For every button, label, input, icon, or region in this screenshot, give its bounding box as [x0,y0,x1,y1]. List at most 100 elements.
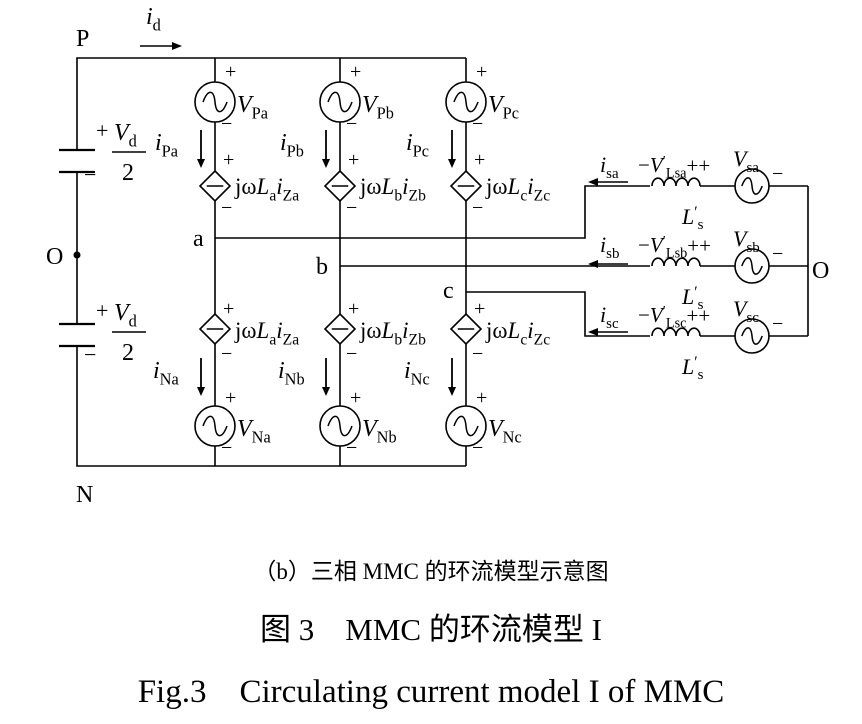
dc-current-arrow [140,42,182,50]
lower-arm-current-arrow [448,358,456,396]
dependent-source-icon [198,169,232,203]
upper-arm-voltage-label: VPc [488,92,519,123]
source-minus: − [346,113,357,135]
capacitor-plus: + [96,298,108,323]
upper-arm-current-label: iPa [155,130,179,161]
source-minus: − [221,113,232,135]
inductor-label: L′s [681,204,704,233]
source-plus: + [476,387,487,409]
grid-voltage-label: Vsb [733,226,760,256]
inductor-label: L′s [681,284,704,313]
dependent-source-icon [323,312,357,346]
dependent-source-label: jωLbiZb [359,318,426,349]
capacitor-voltage: Vd [114,120,137,151]
capacitor-denominator: 2 [122,340,134,366]
inductor-label: L′s [681,354,704,383]
ac-inductor-icon [651,327,701,337]
lower-arm-voltage-label: VNa [237,416,271,447]
source-minus: − [472,437,483,459]
dependent-source-label: jωLaiZa [234,174,299,205]
lower-arm-current-label: iNc [404,358,430,389]
upper-arm-current-arrow [322,130,330,168]
figure-caption-english: Fig.3 Circulating current model I of MMC [137,674,725,710]
dependent-source-icon [198,312,232,346]
dependent-source-icon [449,312,483,346]
source-minus: − [472,113,483,135]
node-label-c: c [443,278,454,304]
source-minus: − [346,437,357,459]
inductor-voltage-label: −V′Lsb++ [638,233,711,261]
upper-arm-current-arrow [197,130,205,168]
source-plus: + [476,61,487,83]
dependent-plus: + [223,149,234,171]
lower-arm-source-icon [194,405,236,447]
capacitor-denominator: 2 [122,160,134,186]
node-label-n: N [76,482,93,508]
dependent-minus: − [346,343,357,365]
node-label-o-left: O [46,244,63,270]
dependent-minus: − [346,197,357,219]
ac-current-label: isc [600,302,619,332]
dependent-minus: − [221,343,232,365]
upper-arm-voltage-label: VPb [362,92,394,123]
dependent-plus: + [348,298,359,320]
dependent-source-label: jωLaiZa [234,318,299,349]
capacitor-voltage: Vd [114,300,137,331]
dc-bus-positive [76,57,466,150]
dependent-plus: + [348,149,359,171]
ac-current-arrow [588,328,628,336]
source-minus: − [221,437,232,459]
grid-voltage-label: Vsa [733,146,759,176]
dc-current-label: id [146,4,161,35]
upper-arm-source-icon [319,81,361,123]
source-plus: + [350,61,361,83]
upper-arm-voltage-label: VPa [237,92,269,123]
grid-minus: − [772,313,783,335]
grid-minus: − [772,163,783,185]
capacitor-minus: − [84,342,96,367]
node-label-o-right: O [812,258,829,284]
source-plus: + [225,387,236,409]
dependent-minus: − [221,197,232,219]
subfigure-caption: （b）三相 MMC 的环流模型示意图 [253,559,609,584]
upper-arm-current-label: iPb [280,130,304,161]
source-plus: + [350,387,361,409]
lower-arm-source-icon [445,405,487,447]
upper-arm-source-icon [194,81,236,123]
capacitor-plus: + [96,118,108,143]
dependent-source-icon [449,169,483,203]
capacitor-minus: − [84,162,96,187]
ac-current-arrow [588,178,628,186]
lower-arm-current-label: iNb [278,358,305,389]
upper-arm-current-label: iPc [406,130,429,161]
grid-voltage-label: Vsc [733,296,759,326]
lower-arm-voltage-label: VNc [488,416,522,447]
upper-arm-source-icon [445,81,487,123]
lower-arm-current-arrow [197,358,205,396]
node-label-b: b [316,254,328,280]
phase-a-wire [215,185,600,239]
dependent-plus: + [474,298,485,320]
ac-current-label: isa [600,152,619,182]
grid-minus: − [772,243,783,265]
ac-inductor-icon [651,177,701,187]
ac-current-arrow [588,260,628,268]
source-plus: + [225,61,236,83]
ac-inductor-icon [651,257,701,267]
dependent-minus: − [472,197,483,219]
lower-arm-current-arrow [322,358,330,396]
upper-arm-current-arrow [448,130,456,168]
midpoint-dot [73,251,81,259]
phase-c-wire [466,291,600,337]
dependent-source-label: jωLciZc [485,174,550,205]
lower-arm-source-icon [319,405,361,447]
dependent-plus: + [474,149,485,171]
node-label-a: a [193,226,204,252]
dependent-source-label: jωLbiZb [359,174,426,205]
dependent-minus: − [472,343,483,365]
inductor-voltage-label: −V′Lsa++ [638,153,710,181]
dc-bus-negative [76,372,466,467]
dependent-plus: + [223,298,234,320]
